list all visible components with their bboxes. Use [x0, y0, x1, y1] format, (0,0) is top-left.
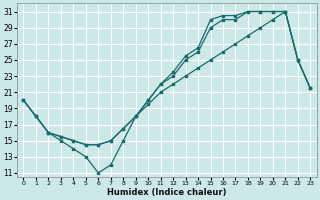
X-axis label: Humidex (Indice chaleur): Humidex (Indice chaleur)	[107, 188, 227, 197]
